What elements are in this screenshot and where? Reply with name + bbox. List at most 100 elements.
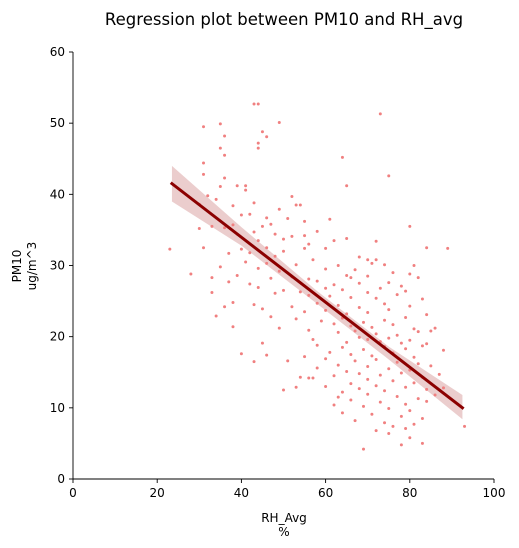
scatter-point: [374, 258, 378, 262]
scatter-point: [366, 291, 370, 295]
scatter-point: [244, 188, 248, 192]
scatter-point: [383, 389, 387, 393]
scatter-point: [324, 357, 328, 361]
scatter-point: [307, 242, 311, 246]
scatter-point: [298, 375, 302, 379]
scatter-point: [408, 224, 412, 228]
scatter-point: [202, 161, 206, 165]
scatter-point: [307, 376, 311, 380]
scatter-point: [252, 201, 256, 205]
scatter-point: [336, 363, 340, 367]
scatter-point: [395, 333, 399, 337]
scatter-point: [311, 258, 315, 262]
scatter-point: [366, 377, 370, 381]
scatter-point: [412, 355, 416, 359]
scatter-point: [353, 329, 357, 333]
scatter-point: [218, 185, 222, 189]
x-tick-label: 80: [402, 486, 417, 500]
scatter-point: [357, 255, 361, 259]
scatter-point: [332, 239, 336, 243]
scatter-point: [420, 297, 424, 301]
scatter-point: [395, 293, 399, 297]
scatter-point: [260, 307, 264, 311]
scatter-point: [408, 338, 412, 342]
scatter-point: [387, 431, 391, 435]
scatter-point: [256, 266, 260, 270]
scatter-point: [202, 172, 206, 176]
scatter-point: [399, 341, 403, 345]
scatter-point: [332, 322, 336, 326]
scatter-point: [277, 207, 281, 211]
scatter-point: [349, 276, 353, 280]
scatter-point: [374, 296, 378, 300]
scatter-point: [361, 404, 365, 408]
scatter-point: [307, 328, 311, 332]
scatter-point: [366, 310, 370, 314]
scatter-point: [282, 237, 285, 241]
scatter-point: [404, 315, 408, 319]
scatter-point: [223, 176, 227, 180]
scatter-point: [391, 379, 395, 383]
scatter-point: [332, 283, 336, 287]
scatter-point: [303, 310, 307, 314]
scatter-point: [404, 402, 408, 406]
scatter-point: [273, 232, 277, 236]
scatter-point: [404, 347, 408, 351]
scatter-point: [420, 441, 424, 445]
y-axis-label-line-1: PM10: [10, 250, 24, 283]
scatter-point: [340, 155, 344, 159]
scatter-point: [265, 353, 269, 357]
scatter-point: [387, 336, 391, 340]
scatter-point: [252, 102, 256, 106]
scatter-point: [307, 293, 311, 297]
scatter-point: [387, 174, 391, 178]
scatter-point: [412, 422, 416, 426]
scatter-point: [425, 342, 429, 346]
scatter-point: [340, 288, 344, 292]
scatter-point: [357, 281, 361, 285]
scatter-point: [269, 222, 273, 226]
scatter-point: [366, 365, 370, 369]
scatter-point: [370, 261, 374, 265]
scatter-point: [197, 226, 201, 230]
scatter-point: [395, 394, 399, 398]
scatter-point: [441, 348, 445, 352]
scatter-point: [277, 326, 281, 330]
scatter-point: [387, 308, 391, 312]
scatter-point: [231, 204, 235, 208]
scatter-point: [324, 384, 328, 388]
scatter-point: [214, 197, 218, 201]
y-tick-label: 40: [50, 187, 65, 201]
x-tick-label: 60: [318, 486, 333, 500]
scatter-point: [345, 184, 349, 188]
scatter-point: [349, 382, 353, 386]
chart-title: Regression plot between PM10 and RH_avg: [105, 10, 463, 30]
scatter-point: [256, 286, 260, 290]
scatter-point: [244, 184, 248, 188]
scatter-point: [319, 319, 323, 323]
scatter-point: [227, 251, 231, 255]
scatter-point: [378, 112, 382, 116]
scatter-point: [336, 395, 340, 399]
scatter-point: [425, 246, 429, 250]
scatter-point: [425, 399, 429, 403]
scatter-point: [345, 236, 349, 240]
scatter-point: [361, 447, 365, 451]
scatter-point: [349, 324, 353, 328]
scatter-point: [210, 291, 214, 295]
scatter-point: [408, 304, 412, 308]
scatter-point: [340, 390, 344, 394]
scatter-point: [391, 424, 395, 428]
scatter-point: [252, 230, 256, 234]
scatter-point: [366, 338, 370, 342]
scatter-point: [227, 280, 231, 284]
confidence-band: [171, 165, 463, 420]
scatter-point: [290, 234, 294, 238]
x-tick-label: 40: [234, 486, 249, 500]
scatter-point: [315, 366, 319, 370]
scatter-point: [252, 303, 256, 307]
scatter-point: [303, 355, 307, 359]
scatter-point: [425, 313, 429, 317]
scatter-point: [361, 347, 365, 351]
